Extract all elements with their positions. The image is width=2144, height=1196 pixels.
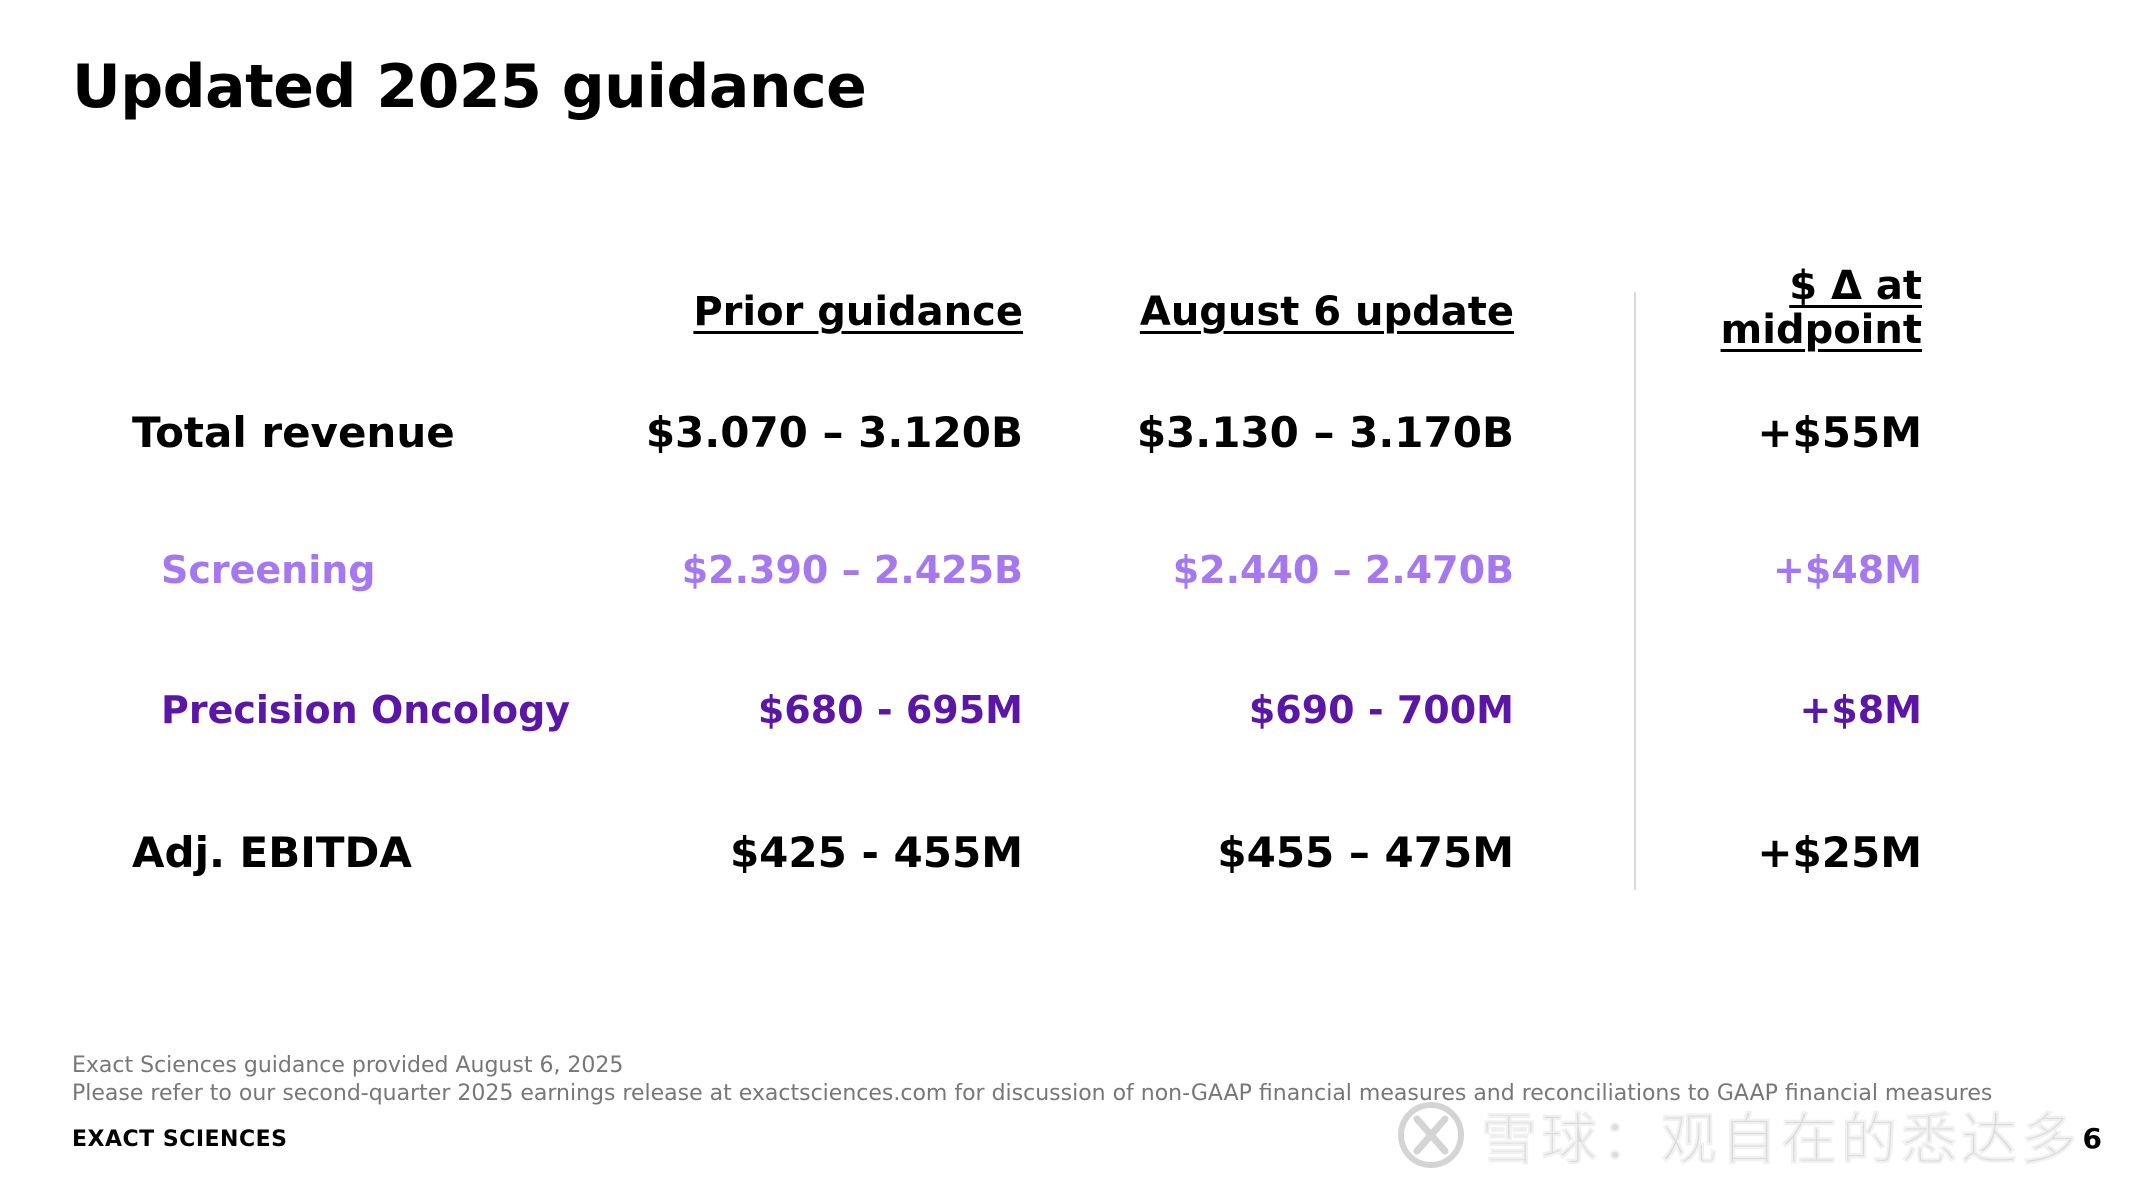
footnote-line-1: Exact Sciences guidance provided August …: [72, 1053, 624, 1078]
watermark-text: 雪球：观自在的悉达多: [1481, 1107, 2081, 1173]
cell-adj-ebitda-delta: +$25M: [1757, 828, 1922, 877]
cell-precision-oncology-delta: +$8M: [1799, 688, 1922, 732]
cell-total-revenue-prior: $3.070 – 3.120B: [645, 408, 1023, 457]
cell-screening-prior: $2.390 – 2.425B: [681, 548, 1023, 592]
column-divider: [1634, 292, 1636, 890]
footnotes: Exact Sciences guidance provided August …: [72, 1052, 1992, 1108]
brand-name: EXACT SCIENCES: [72, 1127, 288, 1152]
cell-total-revenue-delta: +$55M: [1757, 408, 1922, 457]
cell-screening-delta: +$48M: [1773, 548, 1922, 592]
footnote-line-2: Please refer to our second-quarter 2025 …: [72, 1081, 1993, 1106]
cell-precision-oncology-prior: $680 - 695M: [757, 688, 1023, 732]
snowball-logo-icon: [1398, 1102, 1464, 1168]
header-delta-line1: $ Δ at: [1789, 263, 1922, 309]
cell-screening-august: $2.440 – 2.470B: [1172, 548, 1514, 592]
header-delta-line2: midpoint: [1720, 307, 1922, 353]
cell-total-revenue-august: $3.130 – 3.170B: [1136, 408, 1514, 457]
cell-precision-oncology-august: $690 - 700M: [1248, 688, 1514, 732]
slide-title: Updated 2025 guidance: [72, 52, 867, 122]
row-label-total-revenue: Total revenue: [132, 408, 455, 457]
page-number: 6: [2082, 1122, 2102, 1155]
header-august-update: August 6 update: [1139, 289, 1514, 335]
watermark: 雪球：观自在的悉达多: [1395, 1095, 2081, 1175]
row-label-precision-oncology: Precision Oncology: [161, 688, 571, 732]
cell-adj-ebitda-august: $455 – 475M: [1217, 828, 1514, 877]
row-label-adj-ebitda: Adj. EBITDA: [132, 828, 412, 877]
header-delta-midpoint: $ Δ at midpoint: [1662, 264, 1922, 352]
row-label-screening: Screening: [161, 548, 376, 592]
header-prior-guidance: Prior guidance: [693, 289, 1023, 335]
cell-adj-ebitda-prior: $425 - 455M: [729, 828, 1023, 877]
